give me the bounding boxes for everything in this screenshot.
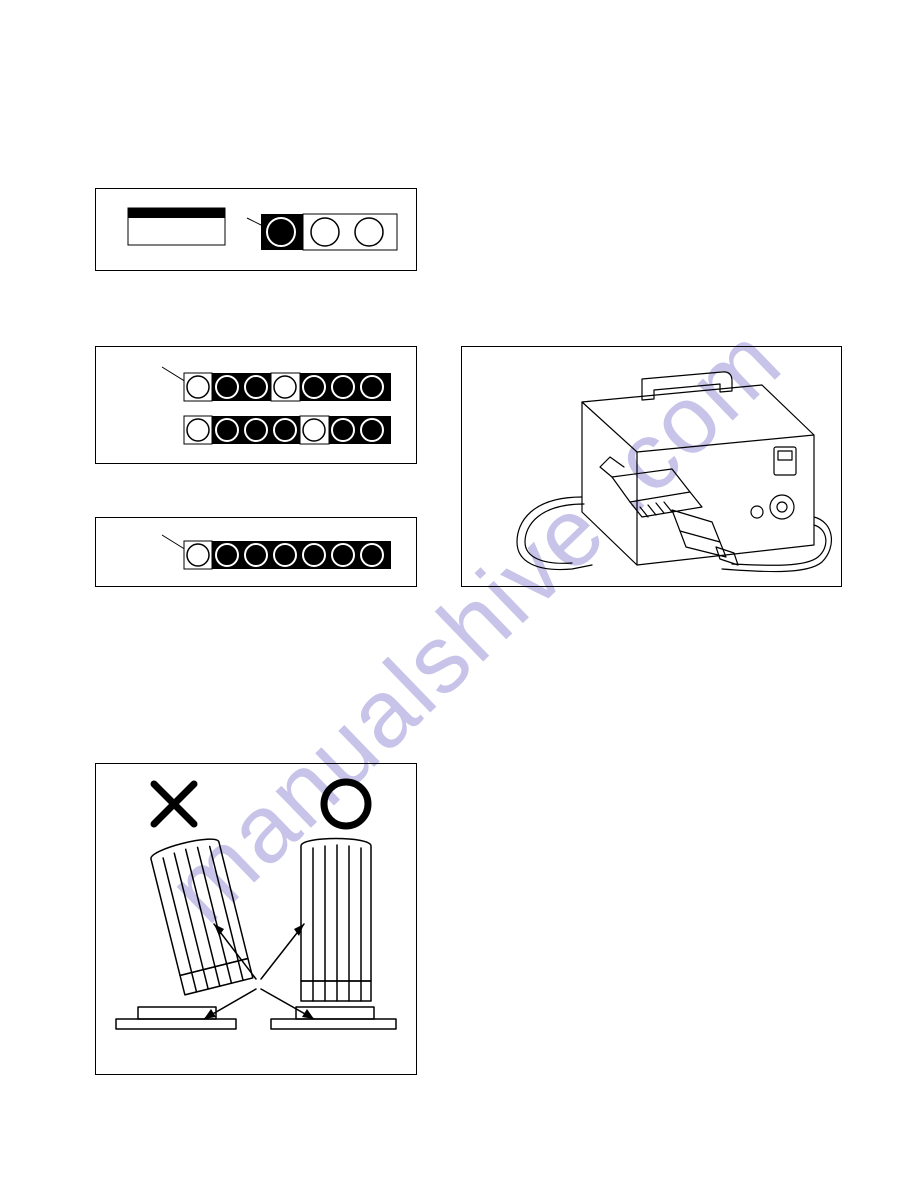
panel-2 [95,346,417,464]
panel-2-svg [96,347,418,465]
device-svg [462,347,843,588]
panel-device [461,346,842,587]
panel-3 [95,517,417,587]
document-page: manualshive .com [0,0,918,1188]
panel-1-svg [96,189,418,272]
panel-3-svg [96,518,418,588]
bottom-diagram-svg [96,764,418,1076]
panel-bottom-diagram [95,763,417,1075]
panel-1 [95,188,417,271]
